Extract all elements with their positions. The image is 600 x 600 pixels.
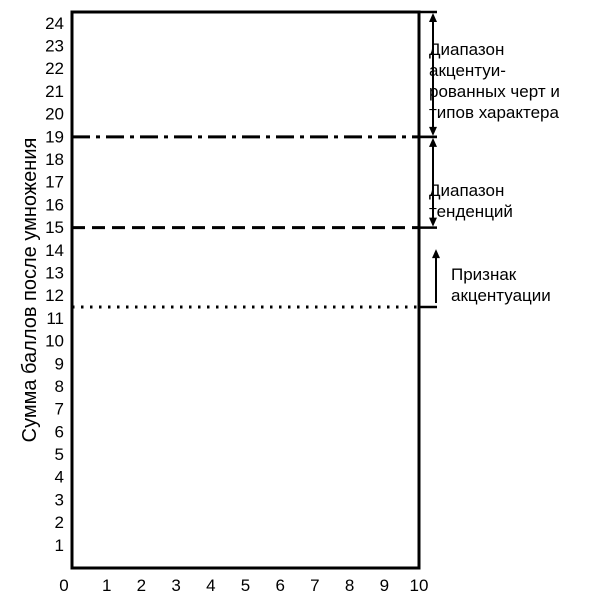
y-tick-label: 11 xyxy=(46,309,64,328)
arrow-head xyxy=(429,126,437,136)
threshold-lines xyxy=(72,135,419,309)
y-tick-label: 17 xyxy=(45,173,64,192)
y-tick-label: 13 xyxy=(45,263,64,282)
y-tick-label: 10 xyxy=(45,332,64,351)
y-tick-label: 8 xyxy=(55,377,64,396)
range-label-line: рованных черт и xyxy=(429,82,560,101)
y-tick-label: 3 xyxy=(55,490,64,509)
y-tick-label: 6 xyxy=(55,422,64,441)
y-tick-label: 22 xyxy=(45,59,64,78)
y-tick-label: 24 xyxy=(45,14,64,33)
range-label-line: Признак xyxy=(451,265,517,284)
x-tick-label: 4 xyxy=(206,576,215,595)
range-label-line: акцентуации xyxy=(451,286,551,305)
y-tick-label: 18 xyxy=(45,150,64,169)
plot-frame xyxy=(70,10,421,570)
range-bracket: Признак акцентуации xyxy=(419,249,551,309)
range-label-line: акцентуи- xyxy=(429,61,506,80)
x-tick-label: 6 xyxy=(275,576,284,595)
x-tick-label: 0 xyxy=(59,576,68,595)
range-bracket: Диапазон акцентуи-рованных черт и типов ха… xyxy=(419,10,560,139)
y-tick-label: 15 xyxy=(45,218,64,237)
range-label-line: тенденций xyxy=(429,202,513,221)
x-tick-label: 7 xyxy=(310,576,319,595)
y-tick-label: 23 xyxy=(45,37,64,56)
y-tick-label: 12 xyxy=(45,286,64,305)
y-tick-label: 9 xyxy=(55,354,64,373)
x-tick-label: 5 xyxy=(241,576,250,595)
range-bracket: Диапазон тенденций xyxy=(419,135,513,229)
x-tick-label: 2 xyxy=(137,576,146,595)
arrow-head xyxy=(432,249,440,259)
x-tick-label: 8 xyxy=(345,576,354,595)
range-label-line: Диапазон xyxy=(429,181,504,200)
x-tick-label: 9 xyxy=(380,576,389,595)
arrow-head xyxy=(429,137,437,147)
y-tick-label: 14 xyxy=(45,241,64,260)
range-label-line: типов характера xyxy=(429,103,560,122)
y-tick-label: 20 xyxy=(45,105,64,124)
y-tick-label: 2 xyxy=(55,513,64,532)
range-label-line: Диапазон xyxy=(429,40,504,59)
arrow-head xyxy=(429,13,437,22)
y-tick-label: 16 xyxy=(45,195,64,214)
arrow-head xyxy=(429,217,437,227)
x-tick-label: 3 xyxy=(171,576,180,595)
y-tick-label: 1 xyxy=(55,536,64,555)
y-tick-label: 5 xyxy=(55,445,64,464)
x-tick-label: 10 xyxy=(410,576,429,595)
y-axis-label: Сумма баллов после умножения xyxy=(19,138,41,443)
y-tick-label: 19 xyxy=(45,127,64,146)
range-annotations: Диапазон акцентуи-рованных черт и типов ха… xyxy=(419,10,560,309)
y-tick-label: 7 xyxy=(55,400,64,419)
y-tick-label: 4 xyxy=(55,468,64,487)
x-tick-labels: 0 1 2 3 4 5 6 7 8 9 10 xyxy=(59,576,428,595)
x-tick-label: 1 xyxy=(102,576,111,595)
y-tick-label: 21 xyxy=(45,82,64,101)
